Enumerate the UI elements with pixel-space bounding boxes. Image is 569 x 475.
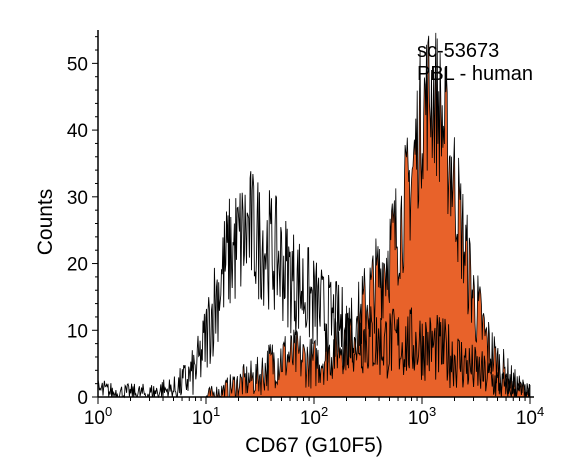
y-axis-ticks: 0 10 20 30 40 50 [67, 36, 98, 409]
x-tick-label: 104 [516, 404, 544, 429]
x-tick-label: 102 [300, 404, 328, 429]
y-tick-label: 20 [67, 255, 88, 276]
y-tick-label: 30 [67, 188, 88, 209]
annotation-sample: PBL - human [417, 63, 533, 85]
x-axis-ticks: 100 101 102 103 104 [84, 397, 544, 429]
x-axis-title: CD67 (G10F5) [245, 434, 383, 457]
x-tick-label: 103 [408, 404, 436, 429]
y-tick-label: 10 [67, 321, 88, 342]
y-tick-label: 50 [67, 54, 88, 75]
y-tick-label: 0 [77, 388, 88, 409]
x-tick-label: 101 [192, 404, 220, 429]
plot-area [97, 32, 531, 399]
x-tick-label: 100 [84, 404, 112, 429]
annotation-product-code: sc-53673 [417, 40, 499, 62]
filled-histogram [205, 32, 531, 399]
y-axis-title: Counts [34, 189, 57, 256]
open-histogram [97, 171, 531, 399]
y-tick-label: 40 [67, 121, 88, 142]
